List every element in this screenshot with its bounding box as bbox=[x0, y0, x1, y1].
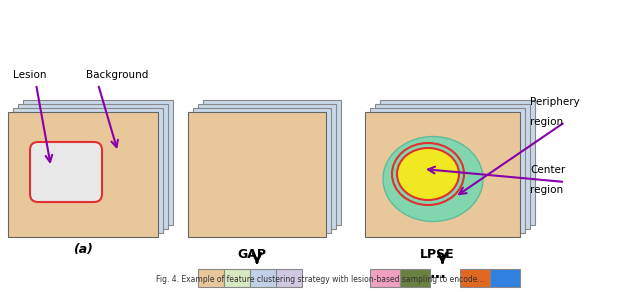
Bar bbox=[193, 108, 331, 233]
Bar bbox=[365, 112, 520, 237]
Bar bbox=[460, 269, 490, 287]
Ellipse shape bbox=[397, 148, 459, 200]
Bar bbox=[370, 108, 525, 233]
Bar bbox=[250, 269, 276, 287]
Text: GAP: GAP bbox=[237, 248, 266, 262]
Text: LPSE: LPSE bbox=[420, 248, 455, 262]
Text: region: region bbox=[530, 185, 563, 195]
Bar bbox=[375, 104, 530, 229]
Bar bbox=[13, 108, 163, 233]
Bar bbox=[490, 269, 520, 287]
Text: Background: Background bbox=[86, 70, 148, 80]
Bar bbox=[224, 269, 250, 287]
Bar bbox=[8, 112, 158, 237]
Bar bbox=[18, 104, 168, 229]
Bar bbox=[188, 112, 326, 237]
Text: Center: Center bbox=[530, 165, 565, 175]
Text: Periphery: Periphery bbox=[530, 97, 580, 107]
Bar bbox=[276, 269, 302, 287]
Bar bbox=[198, 269, 224, 287]
Bar bbox=[198, 104, 336, 229]
Bar bbox=[400, 269, 430, 287]
Bar bbox=[370, 269, 400, 287]
Ellipse shape bbox=[33, 145, 99, 199]
FancyBboxPatch shape bbox=[30, 142, 102, 202]
Bar bbox=[203, 100, 341, 225]
Ellipse shape bbox=[383, 136, 483, 222]
Text: (a): (a) bbox=[73, 242, 93, 256]
Text: region: region bbox=[530, 117, 563, 127]
Text: Fig. 4. Example of feature clustering strategy with lesion-based sampling to enc: Fig. 4. Example of feature clustering st… bbox=[156, 275, 484, 284]
Bar bbox=[23, 100, 173, 225]
Bar bbox=[380, 100, 535, 225]
Text: ···: ··· bbox=[429, 270, 447, 286]
Text: Lesion: Lesion bbox=[13, 70, 47, 80]
